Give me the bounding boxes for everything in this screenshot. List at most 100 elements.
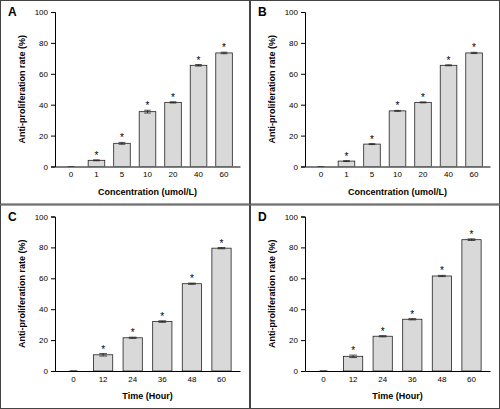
x-tick: 10 [393, 167, 402, 180]
x-tick: 12 [99, 371, 108, 384]
y-tick-label: 20 [39, 132, 48, 141]
x-tick: 20 [169, 167, 178, 180]
y-axis-line [51, 13, 56, 168]
y-tick-label: 0 [294, 367, 299, 376]
x-axis-title: Time (Hour) [122, 391, 172, 401]
y-tick: 40 [39, 305, 55, 314]
bar [415, 102, 432, 166]
bar [216, 53, 233, 167]
y-axis: 020406080100 [35, 8, 56, 172]
error-bar-cap [68, 166, 75, 167]
y-tick: 80 [289, 39, 305, 48]
marks [318, 52, 483, 166]
significance-marker: * [146, 100, 150, 111]
y-tick: 100 [285, 213, 305, 222]
y-tick-mark [51, 247, 55, 248]
y-tick-mark [301, 278, 305, 279]
x-tick: 0 [319, 167, 324, 180]
error-bar-cap [468, 240, 476, 241]
y-tick: 20 [39, 132, 55, 141]
y-tick: 40 [39, 101, 55, 110]
y-tick-mark [301, 309, 305, 310]
y-tick-mark [51, 136, 55, 137]
error-bar-cap [320, 371, 328, 372]
panel: 02040608010001510204060******BAnti-proli… [251, 1, 500, 205]
y-tick-mark [301, 12, 305, 13]
panel-border [1, 205, 250, 409]
error-bar-cap [144, 113, 151, 114]
error-bar [320, 371, 328, 372]
significance-marker: * [447, 55, 451, 66]
y-tick-label: 80 [39, 39, 48, 48]
x-tick: 0 [69, 167, 74, 180]
panel: 02040608010001224364860*****CAnti-prolif… [1, 205, 250, 409]
bar [182, 284, 201, 371]
plot-area: 02040608010001224364860***** [285, 213, 491, 384]
x-tick: 10 [143, 167, 152, 180]
panel-label: C [8, 210, 17, 224]
panel: 02040608010001510204060******AAnti-proli… [1, 1, 250, 205]
y-tick-mark [51, 105, 55, 106]
significance-marker: * [440, 265, 444, 276]
y-tick-label: 40 [39, 101, 48, 110]
y-tick: 60 [289, 274, 305, 283]
bar [343, 356, 362, 371]
x-tick: 0 [321, 371, 326, 384]
significance-marker: * [222, 42, 226, 53]
error-bar [70, 371, 78, 372]
significance-marker: * [220, 238, 224, 249]
x-axis-title: Concentration (umol/L) [98, 187, 197, 197]
x-tick: 48 [437, 371, 446, 384]
bar [63, 166, 80, 167]
y-tick-mark [301, 43, 305, 44]
x-tick-label: 60 [470, 170, 479, 179]
y-axis: 020406080100 [35, 213, 56, 377]
x-tick: 5 [370, 167, 375, 180]
figure: 02040608010001510204060******AAnti-proli… [0, 0, 500, 409]
x-tick-label: 5 [120, 170, 125, 179]
x-tick: 40 [194, 167, 203, 180]
significance-marker: * [171, 92, 175, 103]
y-tick-label: 60 [39, 70, 48, 79]
y-tick-label: 100 [35, 213, 49, 222]
x-tick: 60 [220, 167, 229, 180]
significance-marker: * [381, 326, 385, 337]
x-tick-label: 60 [217, 375, 226, 384]
significance-marker: * [421, 92, 425, 103]
y-tick: 0 [294, 163, 305, 172]
significance-marker: * [101, 344, 105, 355]
y-tick-label: 0 [294, 163, 299, 172]
y-axis: 020406080100 [285, 213, 306, 377]
y-axis-line [301, 217, 306, 372]
y-tick-label: 80 [289, 243, 298, 252]
x-tick: 60 [217, 371, 226, 384]
y-tick-label: 0 [44, 367, 49, 376]
x-tick-label: 40 [444, 170, 453, 179]
x-tick: 48 [187, 371, 196, 384]
x-tick: 0 [71, 371, 76, 384]
error-bar-cap [320, 371, 328, 372]
y-tick-mark [51, 167, 55, 168]
bar [153, 322, 172, 371]
x-tick-label: 20 [169, 170, 178, 179]
y-tick-label: 80 [289, 39, 298, 48]
y-tick: 80 [39, 39, 55, 48]
x-tick-label: 0 [321, 375, 326, 384]
error-bar-cap [70, 371, 78, 372]
y-tick-label: 80 [39, 243, 48, 252]
bar [93, 355, 112, 371]
bar [466, 53, 483, 167]
y-axis-title: Anti-proliferation rate (%) [267, 35, 277, 144]
significance-marker: * [120, 132, 124, 143]
significance-marker: * [160, 311, 164, 322]
x-tick-label: 48 [437, 375, 446, 384]
error-bar-cap [70, 371, 78, 372]
x-tick-label: 60 [220, 170, 229, 179]
bar [462, 240, 481, 371]
y-tick: 40 [289, 101, 305, 110]
y-tick-label: 40 [39, 305, 48, 314]
y-tick: 100 [35, 213, 55, 222]
bar [432, 276, 451, 371]
x-tick-label: 1 [344, 170, 349, 179]
y-tick-mark [51, 217, 55, 218]
